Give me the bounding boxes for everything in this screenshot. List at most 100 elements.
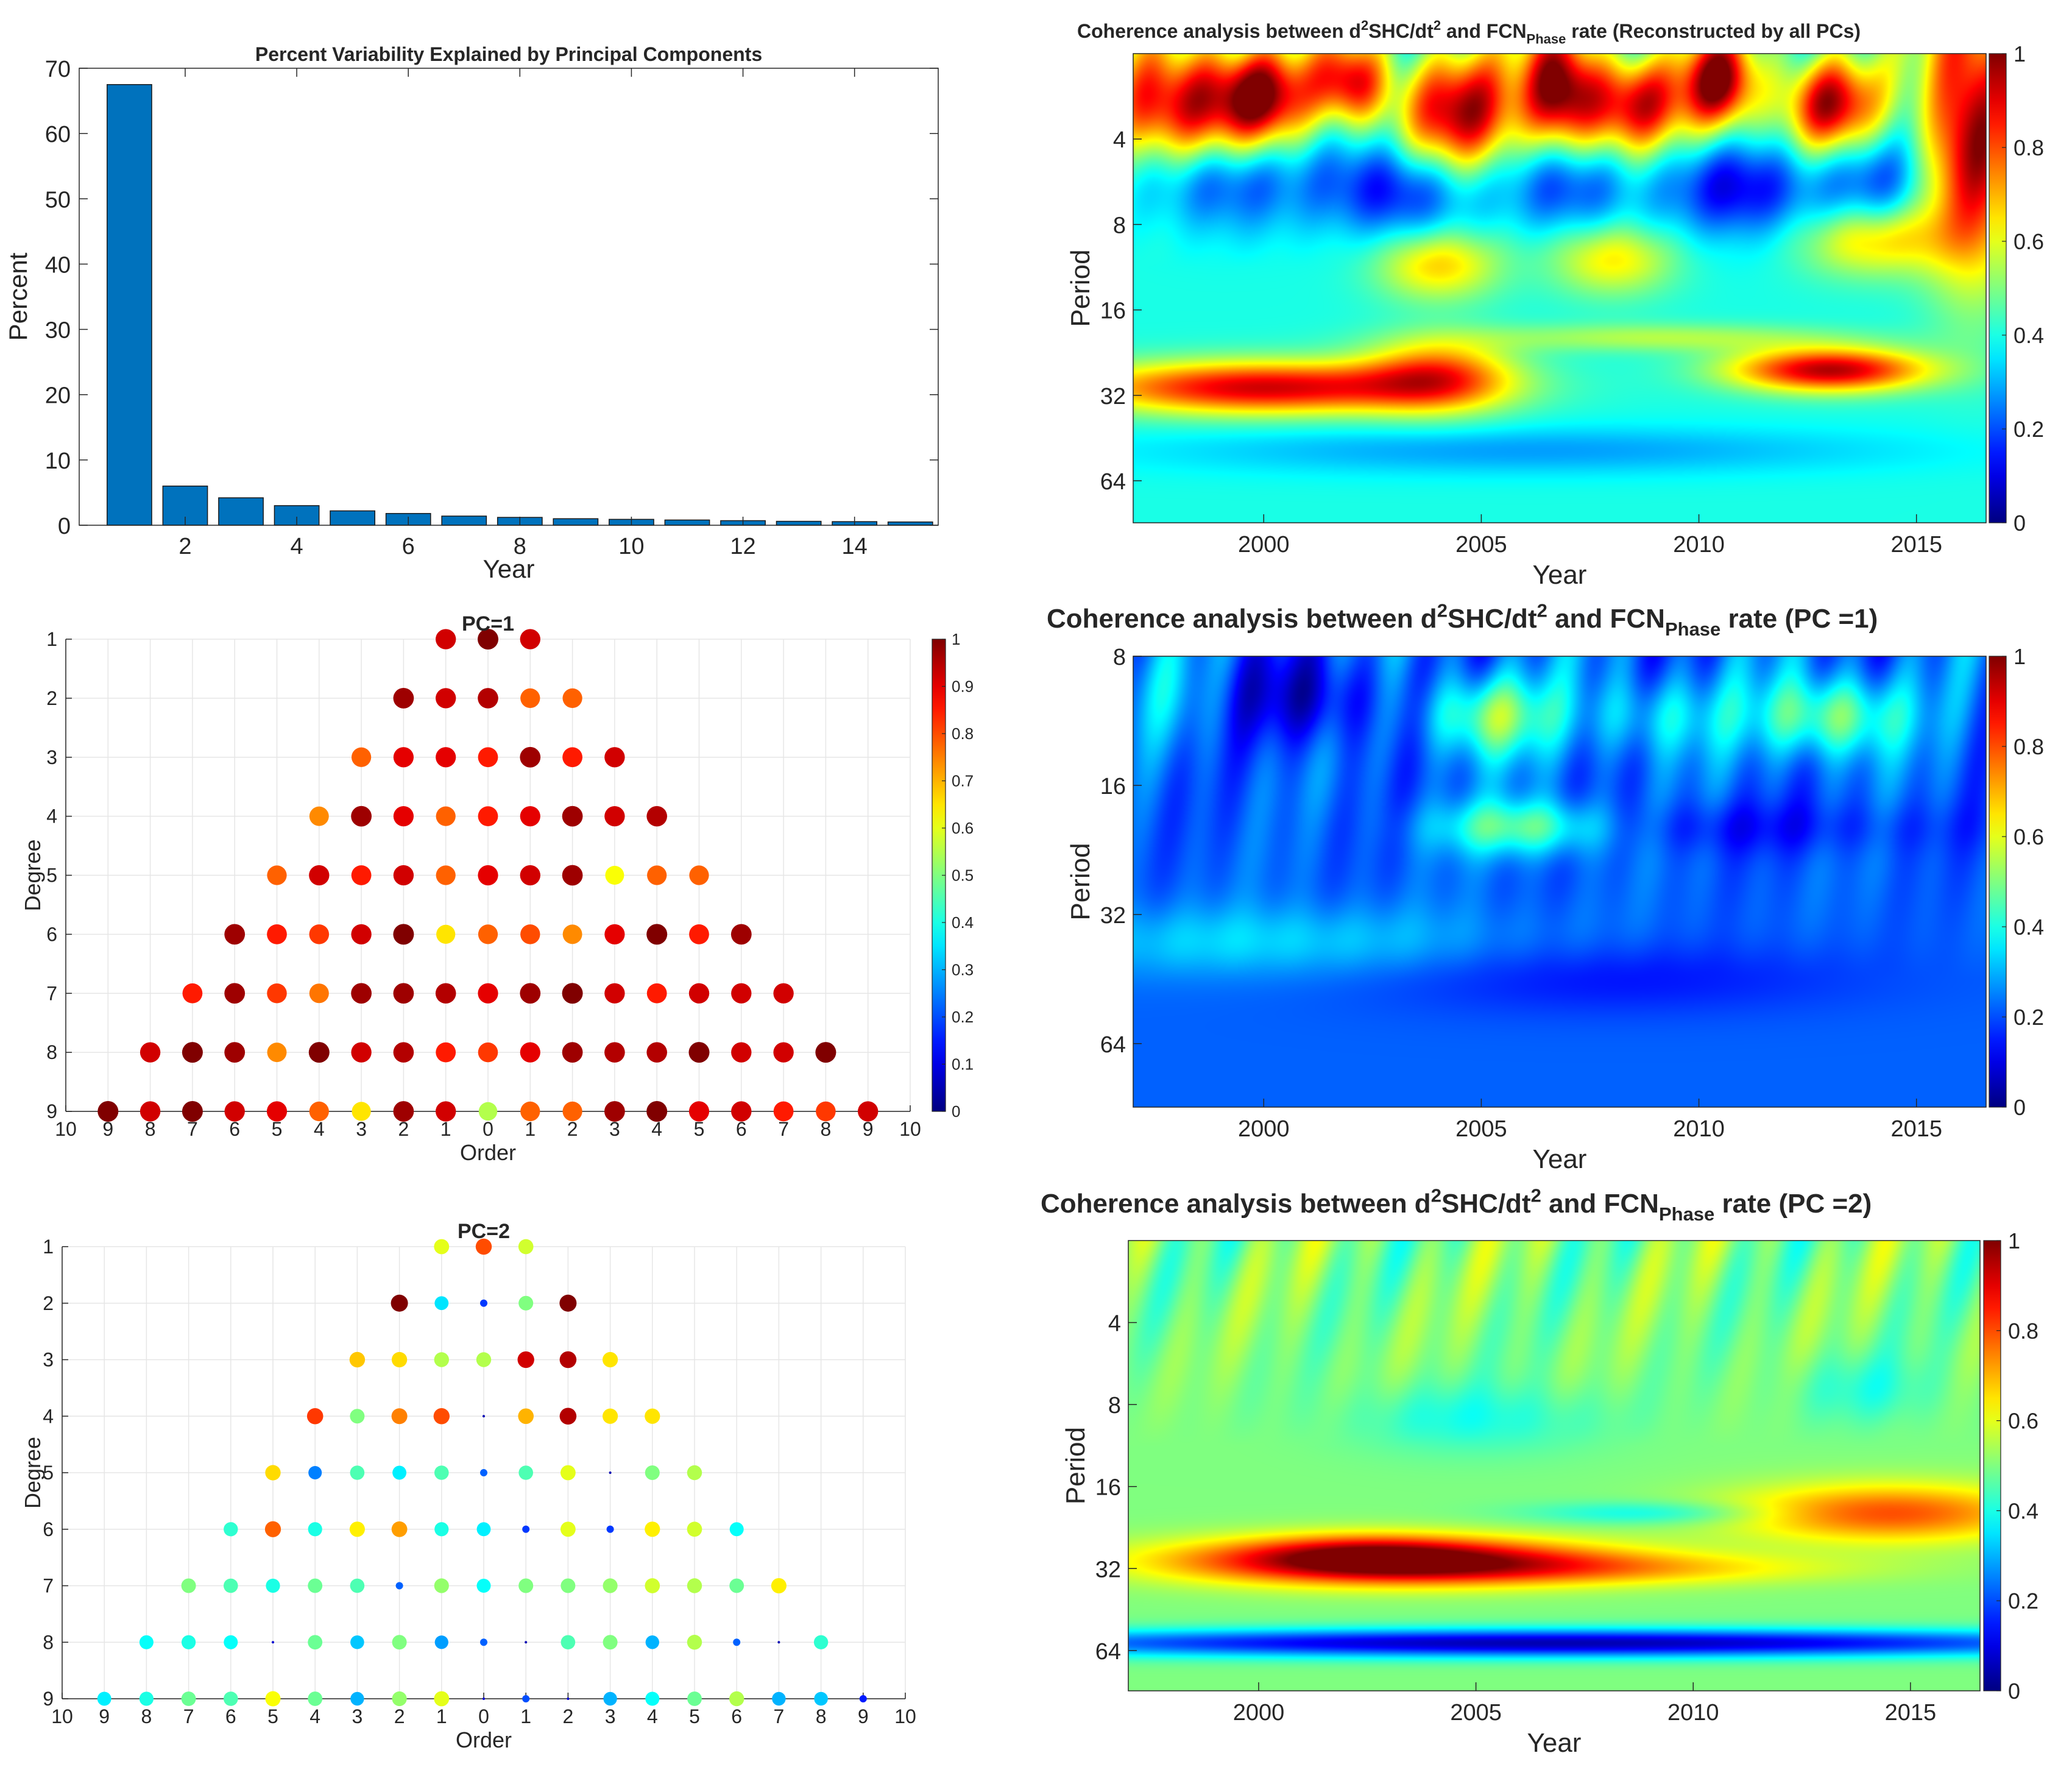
dot-d9-m3	[603, 1691, 617, 1706]
pc1-dot-chart: 10 9 8 7 6 5 4 3 2 1 0 1 2 3 4 5 6 7 8 9 10123456789PC=1Orde…	[20, 612, 974, 1165]
x-tick-label: 10	[894, 1705, 916, 1727]
dot-d9-m8	[814, 1691, 828, 1706]
colorbar-tick-label: 1	[2008, 1228, 2020, 1253]
dot-d9-m7	[773, 1101, 794, 1122]
dot-d9-m-6	[224, 1101, 245, 1122]
bar-13	[776, 520, 822, 526]
y-tick-label: 9	[43, 1688, 54, 1710]
dot-d1-m-1	[434, 1239, 450, 1255]
dot-d7-m-5	[266, 1578, 280, 1593]
x-tick-label: 2000	[1238, 1116, 1290, 1142]
y-tick-label: 1	[46, 628, 57, 650]
dot-d9-m-9	[97, 1101, 119, 1122]
dot-d9-m5	[688, 1101, 710, 1122]
y-tick-label: 7	[43, 1575, 54, 1597]
x-tick-label: 7	[774, 1705, 785, 1727]
x-tick-label: 2010	[1667, 1700, 1719, 1726]
y-axis-label: Degree	[20, 839, 45, 911]
dot-d2-m1	[518, 1295, 534, 1311]
colorbar-tick-label: 0.6	[2014, 824, 2044, 849]
dot-d7-m-6	[224, 983, 246, 1004]
bar-11	[664, 519, 710, 526]
dot-d7-m-5	[267, 983, 287, 1004]
colorbar-tick-label: 0.4	[2014, 323, 2044, 348]
x-tick-label: 6	[731, 1705, 742, 1727]
x-tick-label: 3	[356, 1118, 367, 1140]
colorbar-tick-label: 0.8	[952, 724, 974, 743]
x-tick-label: 4	[647, 1705, 658, 1727]
colorbar-tick-label: 0.8	[2014, 135, 2044, 160]
dot-d6-m-4	[308, 1522, 322, 1537]
y-tick-label: 1	[43, 1236, 54, 1258]
dot-d9-m-1	[434, 1691, 450, 1707]
title-part: rate (Reconstructed by all PCs)	[1566, 20, 1861, 42]
dot-d8-m-4	[308, 1635, 323, 1650]
dot-d8-m6	[733, 1638, 741, 1646]
dot-d7-m-7	[182, 983, 203, 1004]
dot-d4-m3	[603, 1408, 618, 1424]
dot-d8-m2	[562, 1042, 583, 1063]
heatmap-all-pcs: 2000 2005 2010 2015 4 8 16 32 64 Year Period Cohere…	[1036, 0, 2072, 585]
dot-d4-m-3	[350, 1409, 365, 1424]
y-tick-label: 16	[1100, 299, 1126, 324]
colorbar-tick-label: 0.3	[952, 961, 974, 979]
colorbar-tick-label: 0	[2014, 1095, 2026, 1120]
dot-d5-m-2	[392, 1465, 407, 1480]
dot-d8-m-2	[392, 1635, 407, 1650]
y-tick-label: 7	[46, 982, 57, 1004]
y-tick-label: 32	[1100, 903, 1126, 929]
dot-d8-m3	[604, 1042, 625, 1063]
dot-d6-m3	[606, 1525, 614, 1533]
dot-d7-m-3	[350, 1578, 365, 1593]
dot-d6-m-6	[224, 1522, 238, 1537]
dot-d2-m0	[478, 688, 498, 709]
dot-d6-m0	[476, 1522, 491, 1537]
y-axis-label: Degree	[20, 1437, 45, 1509]
dot-d7-m-6	[224, 1578, 238, 1593]
bar-9	[553, 518, 599, 526]
dot-d9-m-6	[224, 1691, 238, 1706]
dot-d1-m1	[520, 629, 540, 650]
dot-d8-m-5	[267, 1043, 287, 1063]
dot-d8-m-8	[139, 1635, 154, 1649]
dot-d9-m-4	[309, 1101, 329, 1122]
dot-d7-m-1	[435, 983, 456, 1004]
x-tick-label: 2	[398, 1118, 409, 1140]
x-tick-label: 10	[51, 1705, 73, 1727]
title-part: rate (PC =1)	[1720, 604, 1878, 634]
dot-d6-m-3	[349, 1521, 365, 1537]
y-tick-label: 8	[46, 1041, 57, 1063]
y-tick-label: 3	[46, 746, 57, 768]
dot-d8-m7	[773, 1042, 794, 1063]
dot-d3-m0	[478, 747, 498, 768]
colorbar-tick-label: 0.1	[952, 1055, 974, 1074]
y-tick-label: 20	[45, 383, 71, 409]
x-tick-label: 7	[183, 1705, 194, 1727]
dot-d8-m-6	[224, 1042, 246, 1063]
axes-box	[79, 68, 939, 526]
dot-d8-m1	[525, 1641, 528, 1644]
heatmap-axes: 2000 2005 2010 2015 4 8 16 32 64 Year Period Cohere…	[1041, 1184, 2038, 1758]
y-tick-label: 8	[1113, 645, 1126, 670]
dot-d4-m2	[559, 1408, 577, 1425]
y-tick-label: 32	[1095, 1557, 1121, 1582]
dot-d9-m0	[478, 1102, 498, 1121]
x-tick-label: 1	[520, 1705, 531, 1727]
dot-d7-m5	[688, 983, 710, 1004]
bar-1	[107, 84, 152, 526]
x-axis-label: Year	[1527, 1728, 1582, 1758]
x-tick-label: 3	[352, 1705, 363, 1727]
x-tick-label: 9	[99, 1705, 110, 1727]
y-tick-label: 64	[1095, 1639, 1121, 1665]
dot-d5-m0	[480, 1469, 487, 1476]
y-tick-label: 50	[45, 187, 71, 213]
dot-d1-m1	[518, 1239, 534, 1255]
dot-d8-m7	[777, 1641, 780, 1644]
y-axis-label: Period	[1061, 1427, 1091, 1504]
y-tick-label: 8	[1113, 213, 1126, 238]
y-tick-label: 2	[43, 1292, 54, 1314]
dot-d6-m0	[478, 924, 498, 944]
bar-3	[218, 497, 264, 526]
x-tick-label: 14	[842, 534, 868, 559]
x-tick-label: 2000	[1238, 532, 1290, 558]
